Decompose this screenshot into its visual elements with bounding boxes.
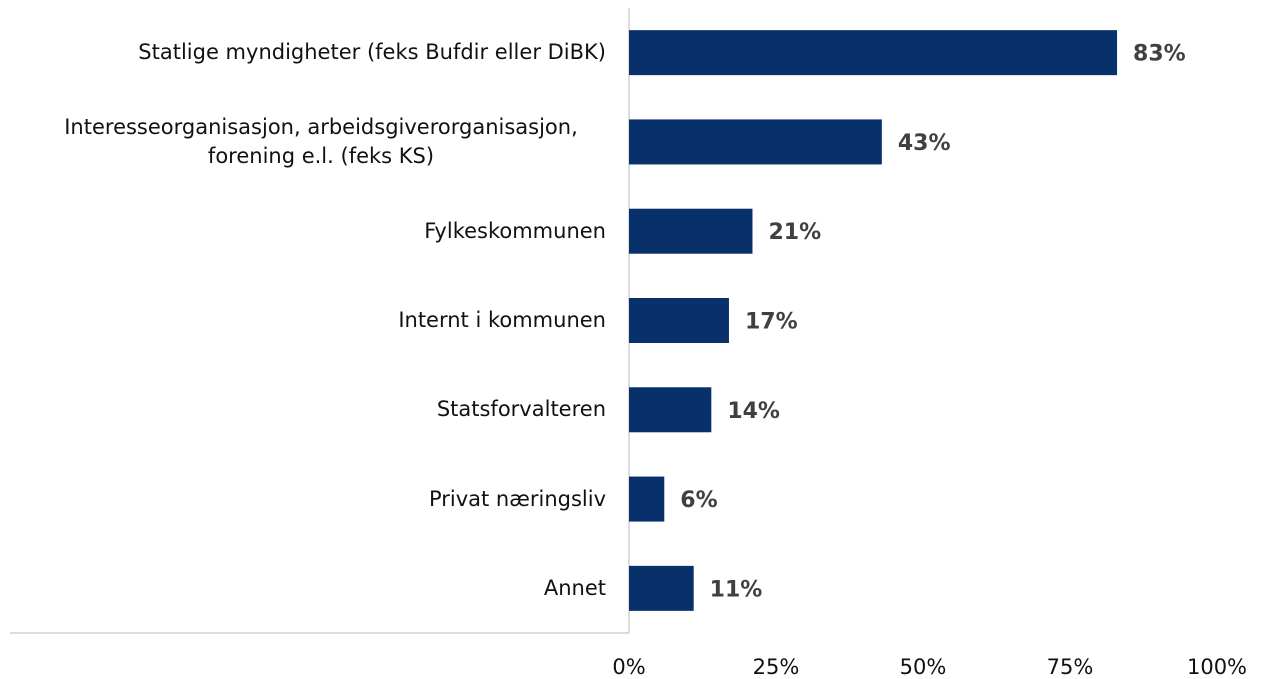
value-label: 21% bbox=[768, 220, 821, 245]
category-label-box: Interesseorganisasjon, arbeidsgiverorgan… bbox=[10, 97, 606, 186]
value-label: 14% bbox=[727, 399, 780, 424]
x-tick-label: 100% bbox=[1187, 655, 1247, 679]
bar bbox=[629, 208, 753, 254]
y-tick-label: Annet bbox=[543, 575, 606, 600]
x-tick-label: 25% bbox=[753, 655, 800, 679]
value-label: 6% bbox=[680, 488, 717, 513]
y-tick-label: Fylkeskommunen bbox=[424, 218, 606, 243]
category-label-box: Internt i kommunen bbox=[10, 276, 606, 365]
bar bbox=[629, 119, 882, 165]
x-tick-label: 75% bbox=[1047, 655, 1094, 679]
category-label-box: Statsforvalteren bbox=[10, 365, 606, 454]
bar bbox=[629, 298, 729, 343]
y-tick-label: Interesseorganisasjon, arbeidsgiverorgan… bbox=[64, 114, 578, 168]
bar bbox=[629, 30, 1118, 76]
y-tick-label: Privat næringsliv bbox=[428, 486, 606, 511]
value-label: 43% bbox=[898, 131, 951, 156]
value-label: 17% bbox=[745, 310, 798, 335]
y-tick-label: Internt i kommunen bbox=[398, 307, 606, 332]
bar bbox=[629, 565, 694, 611]
category-label-box: Privat næringsliv bbox=[10, 454, 606, 543]
value-label: 83% bbox=[1133, 42, 1186, 67]
y-tick-label: Statlige myndigheter (feks Bufdir eller … bbox=[138, 40, 606, 65]
x-tick-label: 0% bbox=[612, 655, 645, 679]
y-tick-label: Statsforvalteren bbox=[436, 397, 606, 422]
category-label-box: Fylkeskommunen bbox=[10, 187, 606, 276]
bar bbox=[629, 476, 665, 522]
category-label-box: Annet bbox=[10, 544, 606, 633]
category-label-box: Statlige myndigheter (feks Bufdir eller … bbox=[10, 8, 606, 97]
value-label: 11% bbox=[710, 577, 763, 602]
x-tick-label: 50% bbox=[900, 655, 947, 679]
bar bbox=[629, 387, 712, 433]
